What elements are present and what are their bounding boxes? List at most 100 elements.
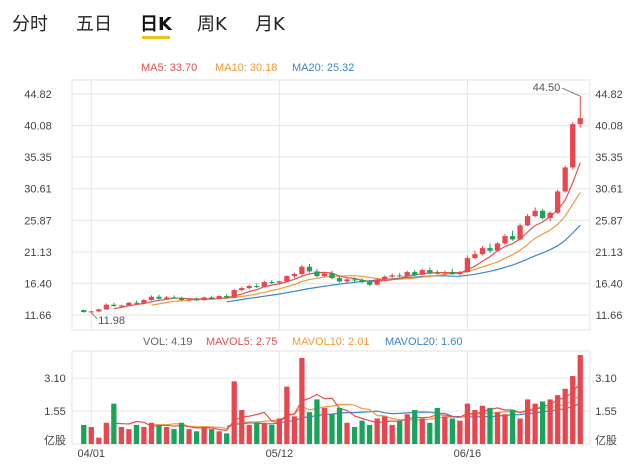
candle-body: [555, 191, 561, 213]
volume-tick-right: 1.55: [595, 406, 616, 418]
candle-body: [382, 276, 388, 280]
volume-bar: [457, 420, 463, 444]
candle-body: [539, 210, 546, 219]
candle-body: [81, 310, 87, 313]
candle-body: [276, 281, 282, 283]
price-tick-left: 40.08: [24, 121, 52, 133]
volume-bar: [284, 386, 290, 444]
candle-body: [502, 236, 508, 244]
volume-bar: [397, 420, 403, 444]
volume-bar: [306, 412, 313, 444]
tab-five-day[interactable]: 五日: [76, 14, 112, 35]
candle-body: [524, 216, 531, 226]
volume-bar: [570, 376, 576, 444]
volume-bar: [103, 422, 109, 444]
candle-body: [284, 276, 290, 282]
volume-bar: [524, 399, 531, 444]
volume-bar: [389, 424, 395, 444]
candle-body: [216, 296, 222, 299]
volume-bar: [291, 416, 298, 444]
volume-bar: [434, 407, 440, 444]
volume-bar: [479, 405, 486, 444]
candle-body: [299, 266, 305, 275]
volume-bar: [404, 414, 410, 444]
volume-bar: [216, 431, 222, 444]
candle-body: [562, 167, 568, 192]
max-price-label: 44.50: [533, 82, 561, 94]
date-tick-label: 05/12: [266, 448, 294, 460]
candle-body: [532, 210, 538, 217]
candle-body: [389, 275, 395, 277]
volume-bar: [464, 403, 471, 444]
volume-bar: [562, 388, 568, 444]
volume-bar: [81, 424, 87, 444]
volume-bar: [329, 414, 335, 444]
min-price-label: 11.98: [98, 315, 125, 327]
volume-bar: [246, 424, 252, 444]
candle-body: [577, 118, 583, 125]
volume-bar: [239, 410, 245, 444]
candle-body: [449, 272, 455, 275]
volume-bar: [555, 395, 561, 444]
candle-body: [374, 279, 380, 285]
volume-bar: [201, 427, 207, 444]
volume-bar: [539, 401, 546, 444]
tab-weekly-k[interactable]: 周K: [197, 14, 227, 35]
candle-body: [118, 305, 125, 307]
max-price-leader: [562, 87, 581, 97]
min-price-leader: [90, 312, 98, 320]
candle-body: [209, 297, 215, 299]
volume-tick-left: 3.10: [44, 373, 65, 385]
price-tick-right: 40.08: [595, 121, 623, 133]
price-tick-left: 30.61: [24, 184, 52, 196]
volume-bar: [163, 427, 170, 444]
candle-body: [457, 272, 463, 275]
legend-mavol20: MAVOL20: 1.60: [385, 336, 462, 348]
legend-mavol5: MAVOL5: 2.75: [206, 336, 277, 348]
volume-bar: [178, 422, 185, 444]
candle-body: [404, 272, 410, 277]
ma5-line: [113, 162, 581, 310]
volume-bar: [487, 407, 493, 444]
candle-body: [412, 272, 418, 275]
price-tick-right: 25.87: [595, 215, 623, 227]
mavol5-line: [113, 382, 581, 432]
volume-bar: [209, 429, 215, 444]
ma10-line: [151, 192, 581, 306]
tab-monthly-k[interactable]: 月K: [255, 14, 285, 35]
volume-bar: [231, 381, 237, 444]
price-tick-right: 21.13: [595, 247, 623, 259]
volume-tick-right: 3.10: [595, 373, 616, 385]
volume-bar: [517, 418, 523, 444]
candle-body: [359, 280, 365, 283]
candle-body: [479, 248, 486, 255]
candle-body: [261, 282, 267, 287]
candle-body: [156, 296, 162, 299]
candle-body: [193, 299, 200, 301]
volume-bar: [261, 422, 267, 444]
volume-bar: [419, 418, 425, 444]
tab-daily-k[interactable]: 日K: [140, 10, 172, 39]
axis-labels: 44.82 44.82 40.08 40.08 35.35 35.35 30.61 30.61…: [24, 89, 623, 460]
volume-bar: [427, 422, 433, 444]
candle-body: [366, 282, 373, 285]
volume-bar: [321, 407, 328, 444]
candle-body: [133, 302, 140, 304]
price-tick-left: 25.87: [24, 215, 52, 227]
volume-bar: [336, 407, 343, 444]
candle-body: [224, 296, 230, 298]
volume-bars: [81, 355, 583, 444]
volume-bar: [344, 422, 350, 444]
volume-bar: [351, 427, 358, 444]
tab-intraday[interactable]: 分时: [12, 14, 48, 35]
volume-bar: [224, 433, 230, 444]
volume-bar: [254, 422, 260, 444]
candle-body: [163, 297, 170, 299]
legend-vol: VOL: 4.19: [143, 336, 193, 348]
candle-body: [314, 271, 320, 277]
volume-bar: [133, 424, 140, 444]
candle-body: [231, 290, 237, 298]
price-tick-left: 21.13: [24, 247, 52, 259]
period-tabs: 分时 五日 日K 周K 月K: [0, 0, 640, 44]
